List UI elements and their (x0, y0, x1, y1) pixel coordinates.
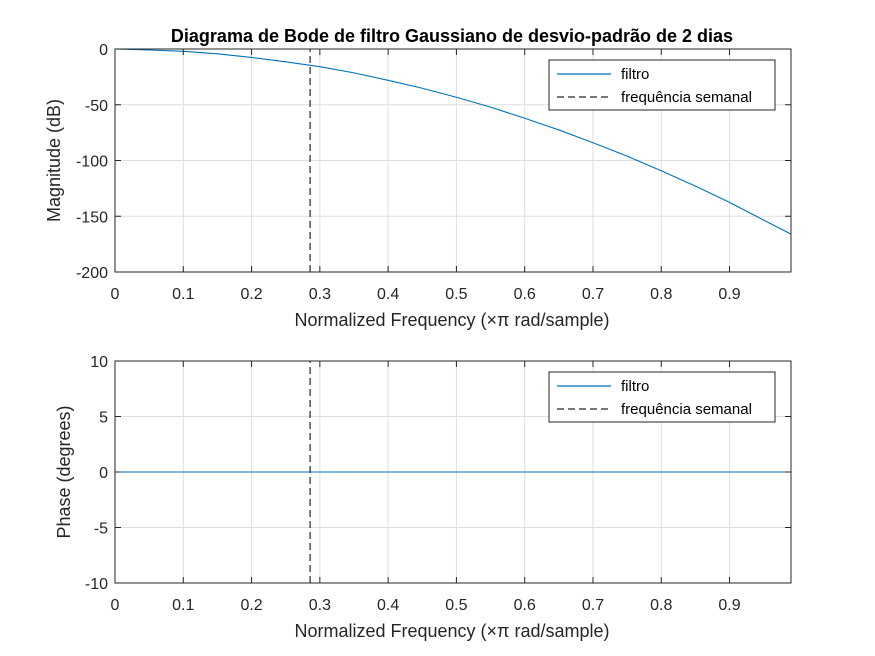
chart-0-legend-label-1: frequência semanal (621, 89, 752, 106)
phase-axes: 0 0.1 0.2 0.3 0.4 0.5 0.6 0.7 0.8 0.9 -10 -5 0 5 10 Nor… (54, 354, 792, 641)
chart-1-x-tick-label-8: 0.8 (650, 597, 672, 614)
chart-0-x-tick-label-7: 0.7 (582, 286, 604, 303)
chart-1-legend-label-1: frequência semanal (621, 401, 752, 418)
chart-0-x-tick-label-8: 0.8 (650, 286, 672, 303)
chart-1-y-tick-label-4: 10 (90, 354, 108, 371)
chart-1-x-tick-label-7: 0.7 (582, 597, 604, 614)
chart-0-x-axis-label: Normalized Frequency (×π rad/sample) (294, 310, 609, 330)
chart-0-x-tick-label-3: 0.3 (309, 286, 331, 303)
chart-1-x-tick-label-5: 0.5 (445, 597, 467, 614)
chart-0-x-tick-label-4: 0.4 (377, 286, 399, 303)
chart-0-legend (548, 59, 776, 111)
chart-1-x-tick-label-1: 0.1 (172, 597, 194, 614)
chart-1-x-tick-label-4: 0.4 (377, 597, 399, 614)
chart-1-x-axis-label: Normalized Frequency (×π rad/sample) (294, 621, 609, 641)
chart-1-y-tick-label-0: -10 (85, 576, 108, 593)
chart-0-y-tick-label-3: -50 (85, 98, 108, 115)
chart-1-x-tick-label-2: 0.2 (240, 597, 262, 614)
chart-0-x-tick-label-6: 0.6 (514, 286, 536, 303)
chart-1-y-tick-label-3: 5 (99, 410, 108, 427)
chart-1-y-tick-label-1: -5 (94, 521, 108, 538)
chart-1-x-tick-label-0: 0 (111, 597, 120, 614)
chart-1-y-axis-label: Phase (degrees) (54, 405, 74, 538)
chart-0-x-tick-label-5: 0.5 (445, 286, 467, 303)
chart-0-x-tick-label-0: 0 (111, 286, 120, 303)
chart-1-legend (548, 371, 776, 423)
chart-0-y-tick-label-1: -150 (76, 209, 108, 226)
chart-1-y-tick-label-2: 0 (99, 465, 108, 482)
magnitude-axes: 0 0.1 0.2 0.3 0.4 0.5 0.6 0.7 0.8 0.9 -200 -150 -100… (44, 42, 792, 330)
chart-0-x-tick-label-9: 0.9 (718, 286, 740, 303)
chart-1-x-tick-label-3: 0.3 (309, 597, 331, 614)
chart-0-x-tick-label-2: 0.2 (240, 286, 262, 303)
figure-title: Diagrama de Bode de filtro Gaussiano de … (171, 26, 733, 46)
chart-0-legend-label-0: filtro (621, 66, 649, 83)
chart-1-legend-label-0: filtro (621, 378, 649, 395)
chart-0-y-tick-label-4: 0 (99, 42, 108, 59)
chart-0-series-filter-line (114, 48, 792, 235)
chart-1-x-tick-label-9: 0.9 (718, 597, 740, 614)
chart-0-y-axis-label: Magnitude (dB) (44, 99, 64, 222)
chart-0-y-tick-label-2: -100 (76, 154, 108, 171)
chart-0-x-tick-label-1: 0.1 (172, 286, 194, 303)
chart-1-x-tick-label-6: 0.6 (514, 597, 536, 614)
chart-0-y-tick-label-0: -200 (76, 265, 108, 282)
